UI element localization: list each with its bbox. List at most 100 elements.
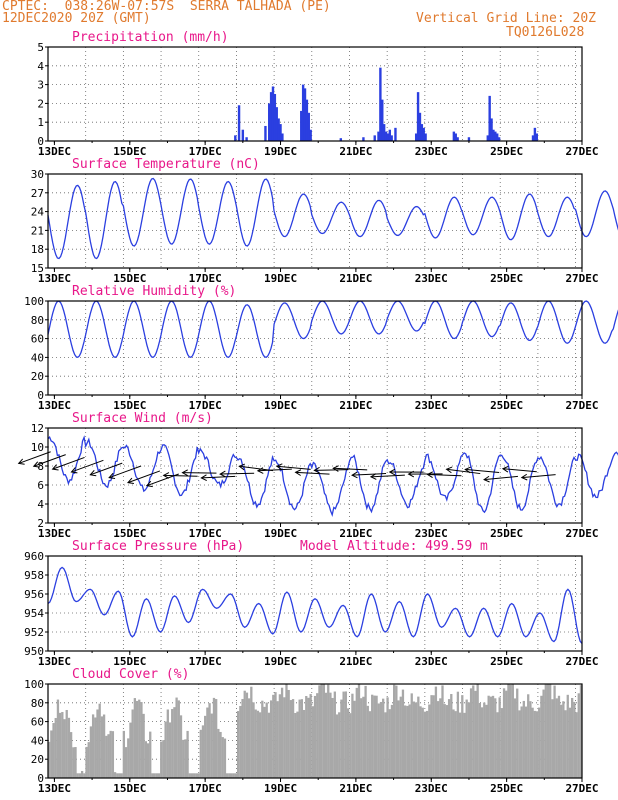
precip-bar — [339, 138, 343, 141]
cloud-bar — [329, 692, 332, 778]
cloud-bar — [494, 698, 497, 778]
cloud-bar — [166, 709, 169, 778]
header-location: CPTEC: 038:26W-07:57S SERRA TALHADA (PE) — [2, 0, 331, 14]
wind-vector-head — [313, 466, 320, 474]
cloud-bar — [357, 684, 361, 778]
cloud-bar — [113, 772, 117, 778]
cloud-bar — [296, 711, 299, 778]
cloud-bar — [540, 695, 543, 778]
cloud-bar — [575, 712, 578, 778]
cloud-bar — [247, 698, 251, 778]
panel-frame — [47, 683, 583, 779]
cloud-bar — [102, 714, 106, 778]
cloud-bar — [138, 699, 141, 778]
cloud-bar — [215, 699, 218, 778]
cloud-bar — [527, 694, 530, 778]
cloud-bar — [267, 712, 271, 778]
y-tick-label: 0 — [37, 135, 44, 148]
x-tick-label: 17DEC — [189, 272, 222, 285]
cloud-bar — [562, 701, 565, 778]
cloud-bar — [63, 719, 66, 778]
wind-vector — [18, 451, 51, 464]
cloud-bar — [74, 747, 77, 778]
x-tick-label: 25DEC — [490, 399, 523, 412]
cloud-bar — [483, 702, 486, 778]
precip-bar — [281, 133, 284, 141]
cloud-bar — [368, 711, 372, 778]
precip-bar — [309, 129, 312, 141]
wind-vector — [521, 474, 556, 479]
wind-vector-head — [127, 477, 134, 484]
cloud-bar — [236, 711, 240, 778]
y-tick-label: 30 — [31, 168, 44, 181]
wind-vector — [427, 473, 462, 477]
cloud-bar — [206, 707, 209, 778]
cloud-bar — [142, 713, 145, 778]
cloud-bar — [487, 695, 490, 778]
x-tick-label: 25DEC — [490, 272, 523, 285]
x-tick-label: 25DEC — [490, 782, 523, 795]
precip-bar — [422, 127, 425, 141]
wind-vector-head — [51, 464, 59, 471]
cloud-bar — [155, 773, 158, 778]
precip-bar — [362, 137, 365, 141]
x-tick-label: 21DEC — [339, 527, 372, 540]
x-tick-label: 27DEC — [565, 655, 598, 668]
cloud-bar — [324, 692, 328, 778]
cloud-bar — [382, 698, 385, 778]
cloud-bar — [287, 689, 290, 778]
y-tick-label: 4 — [37, 498, 44, 511]
cloud-bar — [157, 773, 161, 778]
cloud-bar — [474, 690, 477, 778]
cloud-bar — [186, 730, 189, 778]
cloud-bar — [146, 743, 150, 778]
cloud-bar — [441, 685, 444, 778]
x-tick-label: 23DEC — [415, 527, 448, 540]
precip-bar — [275, 107, 278, 141]
wind-vector-head — [483, 475, 490, 483]
cloud-bar — [518, 710, 521, 778]
precip-bar — [533, 127, 537, 141]
cloud-bar — [234, 773, 238, 778]
precip-bar — [379, 67, 382, 141]
cloud-bar — [162, 740, 165, 778]
cloud-bar — [428, 704, 431, 778]
cloud-bar — [48, 741, 51, 778]
cloud-bar — [335, 714, 339, 778]
precip-bar — [279, 124, 282, 141]
cloud-bar — [223, 738, 227, 778]
cloud-bar — [327, 684, 330, 778]
cloud-bar — [179, 715, 183, 778]
cloud-bar — [105, 735, 108, 778]
cloud-bar — [280, 687, 284, 778]
cloud-bar — [436, 701, 440, 778]
cloud-bar — [69, 732, 73, 778]
panel-title: Surface Wind (m/s) — [72, 411, 213, 426]
y-tick-label: 3 — [37, 79, 44, 92]
y-tick-label: 40 — [31, 351, 44, 364]
cloud-bar — [577, 693, 580, 778]
cloud-bar — [221, 737, 224, 778]
cloud-bar — [346, 708, 350, 778]
wind-vector-head — [332, 465, 339, 472]
cloud-bar — [430, 695, 433, 778]
cloud-bar — [520, 706, 523, 778]
x-tick-label: 27DEC — [565, 527, 598, 540]
wind-vector — [52, 456, 85, 470]
cloud-bar — [439, 698, 442, 778]
cloud-bar — [278, 694, 282, 778]
cloud-bar — [571, 697, 574, 778]
x-tick-label: 27DEC — [565, 399, 598, 412]
cloud-bar — [461, 695, 464, 778]
precip-bar — [234, 135, 237, 141]
cloud-bar — [397, 700, 400, 778]
cloud-bar — [505, 690, 508, 778]
cloud-bar — [258, 712, 262, 778]
panel-frame — [47, 555, 583, 652]
cloud-bar — [414, 702, 418, 778]
precip-bar — [488, 95, 491, 141]
x-tick-label: 25DEC — [490, 527, 523, 540]
cloud-bar — [283, 697, 286, 778]
cloud-bar — [360, 698, 363, 778]
precip-bar — [300, 110, 303, 141]
